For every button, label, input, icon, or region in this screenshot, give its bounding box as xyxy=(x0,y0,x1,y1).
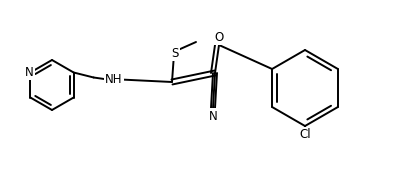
Text: N: N xyxy=(25,66,34,79)
Text: NH: NH xyxy=(105,73,122,86)
Text: S: S xyxy=(171,46,179,60)
Text: N: N xyxy=(209,110,217,122)
Text: Cl: Cl xyxy=(299,128,311,142)
Text: O: O xyxy=(214,30,224,44)
